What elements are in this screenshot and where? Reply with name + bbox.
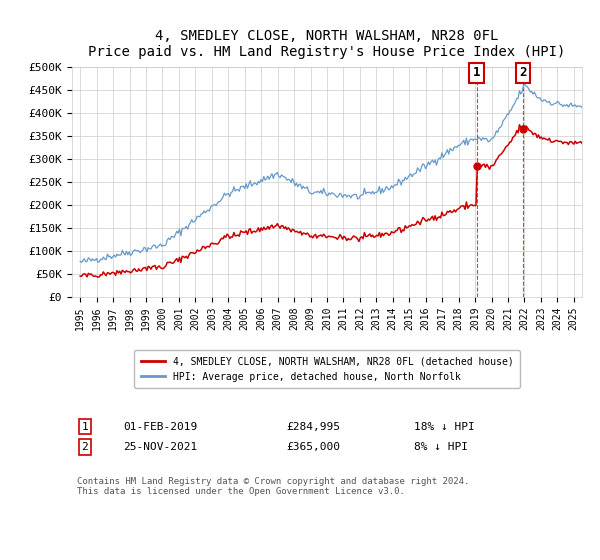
Text: £365,000: £365,000 (286, 442, 340, 452)
Text: 8% ↓ HPI: 8% ↓ HPI (414, 442, 468, 452)
Text: 1: 1 (473, 66, 480, 79)
Text: 2: 2 (519, 66, 527, 79)
Text: 01-FEB-2019: 01-FEB-2019 (123, 422, 197, 432)
Title: 4, SMEDLEY CLOSE, NORTH WALSHAM, NR28 0FL
Price paid vs. HM Land Registry's Hous: 4, SMEDLEY CLOSE, NORTH WALSHAM, NR28 0F… (88, 29, 566, 59)
Text: 25-NOV-2021: 25-NOV-2021 (123, 442, 197, 452)
Text: 18% ↓ HPI: 18% ↓ HPI (414, 422, 475, 432)
Text: 2: 2 (82, 442, 88, 452)
Legend: 4, SMEDLEY CLOSE, NORTH WALSHAM, NR28 0FL (detached house), HPI: Average price, : 4, SMEDLEY CLOSE, NORTH WALSHAM, NR28 0F… (134, 350, 520, 389)
Text: 1: 1 (82, 422, 88, 432)
Text: £284,995: £284,995 (286, 422, 340, 432)
Text: Contains HM Land Registry data © Crown copyright and database right 2024.
This d: Contains HM Land Registry data © Crown c… (77, 477, 469, 496)
